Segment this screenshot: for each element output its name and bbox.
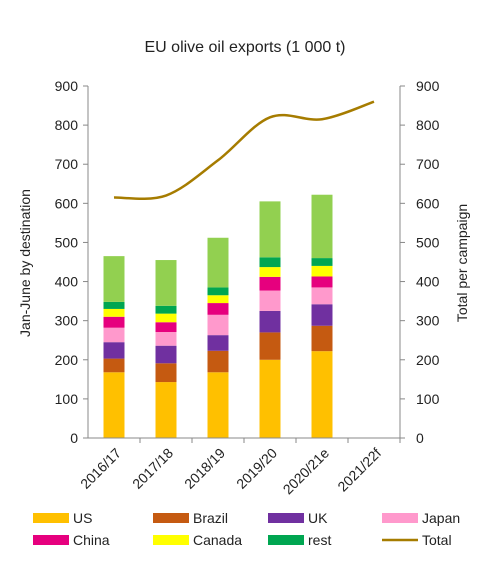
bar-segment <box>207 303 229 315</box>
bar-segment <box>155 332 177 346</box>
y-tick-label-left: 400 <box>55 274 79 290</box>
y-tick-label-right: 100 <box>416 391 440 407</box>
legend-label: US <box>73 510 92 526</box>
bar-segment <box>155 305 177 314</box>
total-line-layer <box>113 100 375 201</box>
x-tick-label: 2017/18 <box>129 445 176 492</box>
y-tick-label-left: 900 <box>55 78 79 94</box>
legend-label: Total <box>422 532 452 548</box>
y-tick-label-right: 200 <box>416 352 440 368</box>
x-tick-label: 2020/21e <box>280 445 333 498</box>
bar-segment <box>259 257 281 268</box>
y-tick-label-left: 200 <box>55 352 79 368</box>
legend-label: China <box>73 532 110 548</box>
bar-segment <box>311 287 333 305</box>
legend-swatch <box>382 513 418 523</box>
y-tick-label-left: 500 <box>55 234 79 250</box>
y-axis-left-label: Jan-June by destination <box>17 189 33 337</box>
bar-segment <box>103 256 125 302</box>
bar-segment <box>103 327 125 343</box>
y-tick-label-left: 0 <box>70 430 78 446</box>
bar-segment <box>155 260 177 306</box>
bar-segment <box>207 295 229 304</box>
legend-swatch <box>33 513 69 523</box>
bar-segment <box>207 237 229 288</box>
bar-segment <box>207 335 229 351</box>
bar-segment <box>103 308 125 317</box>
bar-segment <box>155 382 177 438</box>
legend: US Brazil UK Japan China Canada rest Total <box>33 510 460 548</box>
bar-segment <box>103 342 125 359</box>
bar-segment <box>259 201 281 258</box>
bar-segment <box>259 310 281 333</box>
x-tick-label: 2021/22f <box>334 445 384 495</box>
y-axis-right-label: Total per campaign <box>454 204 470 322</box>
bar-segment <box>311 258 333 266</box>
y-tick-label-left: 800 <box>55 117 79 133</box>
bar-segment <box>103 372 125 438</box>
bar-segment <box>207 372 229 438</box>
bar-segment <box>311 325 333 352</box>
bar-segment <box>311 351 333 438</box>
y-tick-label-left: 700 <box>55 156 79 172</box>
legend-swatch <box>153 513 189 523</box>
bar-segment <box>259 332 281 360</box>
bar-segment <box>207 314 229 336</box>
y-tick-label-right: 700 <box>416 156 440 172</box>
y-tick-label-right: 500 <box>416 234 440 250</box>
y-tick-label-right: 0 <box>416 430 424 446</box>
total-line <box>113 100 375 201</box>
legend-label: UK <box>308 510 328 526</box>
y-tick-label-right: 300 <box>416 313 440 329</box>
bar-segment <box>155 313 177 323</box>
legend-label: Canada <box>193 532 242 548</box>
legend-swatch <box>268 513 304 523</box>
y-tick-label-left: 300 <box>55 313 79 329</box>
bar-segment <box>259 276 281 291</box>
bar-segment <box>155 363 177 383</box>
chart-title: EU olive oil exports (1 000 t) <box>145 39 346 56</box>
bar-stacks <box>103 194 333 438</box>
y-tick-label-right: 400 <box>416 274 440 290</box>
bar-segment <box>155 322 177 333</box>
y-tick-label-right: 800 <box>416 117 440 133</box>
legend-swatch <box>268 535 304 545</box>
bar-segment <box>259 359 281 438</box>
legend-swatch <box>33 535 69 545</box>
bar-segment <box>259 290 281 311</box>
legend-label: Brazil <box>193 510 228 526</box>
bar-segment <box>155 345 177 364</box>
y-tick-label-right: 600 <box>416 195 440 211</box>
bar-segment <box>103 316 125 328</box>
x-tick-label: 2018/19 <box>181 445 228 492</box>
y-tick-label-left: 600 <box>55 195 79 211</box>
bar-segment <box>311 265 333 277</box>
bar-segment <box>103 358 125 373</box>
bar-segment <box>311 276 333 288</box>
bar-segment <box>311 304 333 326</box>
legend-label: rest <box>308 532 331 548</box>
bar-segment <box>311 194 333 259</box>
y-tick-label-right: 900 <box>416 78 440 94</box>
x-tick-label: 2019/20 <box>233 445 280 492</box>
x-tick-label: 2016/17 <box>77 445 124 492</box>
bar-segment <box>259 267 281 277</box>
legend-label: Japan <box>422 510 460 526</box>
bar-segment <box>207 287 229 296</box>
bar-segment <box>103 301 125 309</box>
legend-swatch <box>153 535 189 545</box>
bar-segment <box>207 350 229 373</box>
y-tick-label-left: 100 <box>55 391 79 407</box>
